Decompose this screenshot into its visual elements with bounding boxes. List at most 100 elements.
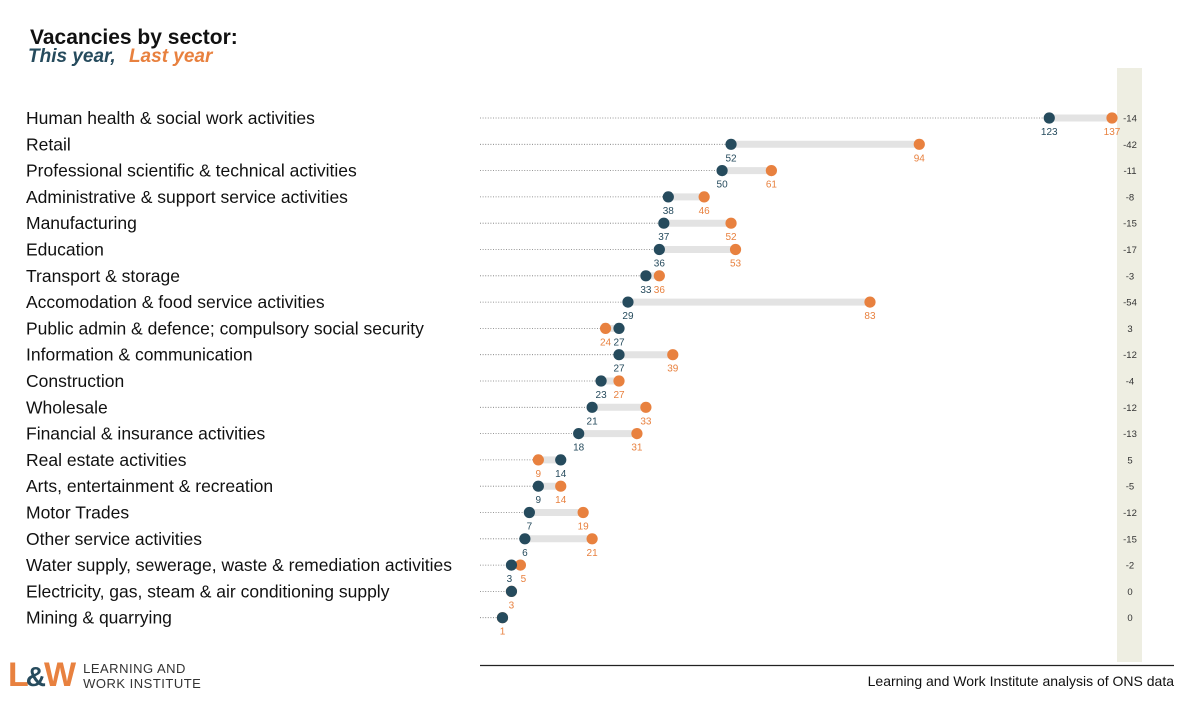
value-label-last-year: 94 xyxy=(914,153,926,164)
value-label-last-year: 14 xyxy=(555,495,567,506)
value-label-last-year: 39 xyxy=(667,364,679,375)
value-label-this-year: 7 xyxy=(527,522,533,533)
category-label: Water supply, sewerage, waste & remediat… xyxy=(26,555,452,575)
dot-this-year xyxy=(613,322,625,334)
difference-label: -3 xyxy=(1126,271,1134,282)
value-label-this-year: 123 xyxy=(1041,127,1058,138)
difference-label: -12 xyxy=(1123,350,1137,361)
difference-label: -12 xyxy=(1123,403,1137,414)
dot-last-year xyxy=(532,454,544,466)
chart-subtitle: This year, Last year xyxy=(28,46,212,68)
value-label-this-year: 50 xyxy=(717,180,729,191)
dot-last-year xyxy=(1106,112,1118,124)
value-label-this-year: 37 xyxy=(658,232,670,243)
value-label-this-year: 29 xyxy=(622,311,634,322)
category-label: Arts, entertainment & recreation xyxy=(26,476,273,496)
legend-this-year: This year, xyxy=(28,46,116,67)
difference-label: -4 xyxy=(1126,377,1134,388)
dot-this-year xyxy=(662,191,674,203)
category-label: Accomodation & food service activities xyxy=(26,292,325,312)
dot-last-year xyxy=(613,375,625,387)
dot-this-year xyxy=(1043,112,1055,124)
value-label-last-year: 9 xyxy=(536,469,542,480)
category-label: Real estate activities xyxy=(26,450,187,470)
difference-label: -13 xyxy=(1123,429,1137,440)
dot-last-year xyxy=(514,559,527,571)
dot-this-year xyxy=(653,243,665,256)
value-label-this-year: 9 xyxy=(536,495,542,506)
dot-last-year xyxy=(667,349,679,361)
dot-last-year xyxy=(555,480,567,492)
dot-last-year xyxy=(725,217,737,229)
value-label-last-year: 5 xyxy=(521,574,527,585)
dot-this-year xyxy=(573,428,585,440)
lw-logo: L&W LEARNING AND WORK INSTITUTE xyxy=(8,658,201,694)
difference-label: -8 xyxy=(1126,192,1134,203)
dot-last-year xyxy=(631,428,643,440)
dot-this-year xyxy=(505,559,518,571)
dot-this-year xyxy=(532,480,544,492)
value-label-this-year: 6 xyxy=(522,548,528,559)
difference-label: 0 xyxy=(1127,613,1132,624)
category-label: Electricity, gas, steam & air conditioni… xyxy=(26,581,390,601)
value-label-this-year: 23 xyxy=(596,390,608,401)
category-label: Administrative & support service activit… xyxy=(26,187,348,207)
dot-last-year xyxy=(599,322,612,334)
category-label: Motor Trades xyxy=(26,503,129,523)
difference-label: -15 xyxy=(1123,219,1137,230)
dot-this-year xyxy=(725,138,737,150)
category-label: Professional scientific & technical acti… xyxy=(26,161,357,181)
dot-last-year xyxy=(653,270,665,282)
category-label: Wholesale xyxy=(26,397,108,417)
value-label-this-year: 52 xyxy=(725,153,737,164)
dot-last-year xyxy=(698,191,710,203)
value-label-this-year: 21 xyxy=(587,416,599,427)
dot-this-year xyxy=(595,375,607,387)
category-label: Manufacturing xyxy=(26,213,137,233)
value-label-this-year: 38 xyxy=(663,206,675,217)
dot-this-year xyxy=(658,217,670,229)
dot-last-year xyxy=(729,243,742,256)
source-note: Learning and Work Institute analysis of … xyxy=(867,673,1174,689)
dot-last-year xyxy=(577,506,589,519)
value-label-last-year: 19 xyxy=(578,522,590,533)
dot-last-year xyxy=(640,401,652,413)
category-label: Mining & quarrying xyxy=(26,608,172,628)
value-label-last-year: 83 xyxy=(864,311,876,322)
difference-band xyxy=(1117,68,1142,662)
category-label: Construction xyxy=(26,371,124,391)
value-label-last-year: 24 xyxy=(600,337,612,348)
category-label: Other service activities xyxy=(26,529,202,549)
dot-this-year xyxy=(716,165,728,177)
dot-this-year xyxy=(622,296,634,308)
dot-last-year xyxy=(765,165,777,177)
dot-last-year xyxy=(913,138,925,150)
value-label-last-year: 53 xyxy=(730,259,742,270)
value-label-last-year: 36 xyxy=(654,285,666,296)
category-label: Human health & social work activities xyxy=(26,108,315,128)
dot-last-year xyxy=(864,296,876,308)
value-label-last-year: 61 xyxy=(766,180,778,191)
difference-label: -17 xyxy=(1123,245,1137,256)
difference-label: -42 xyxy=(1123,140,1137,151)
dot-this-year xyxy=(496,612,509,624)
difference-label: 0 xyxy=(1127,587,1132,598)
difference-label: -54 xyxy=(1123,298,1137,309)
dot-this-year xyxy=(519,533,531,545)
difference-label: 3 xyxy=(1127,324,1132,335)
value-label-last-year: 137 xyxy=(1104,127,1121,138)
value-label-this-year: 3 xyxy=(507,574,513,585)
value-label-last-year: 21 xyxy=(587,548,599,559)
difference-label: 5 xyxy=(1127,455,1132,466)
category-label: Information & communication xyxy=(26,345,253,365)
dot-this-year xyxy=(555,454,567,466)
dot-this-year xyxy=(613,349,625,361)
category-label: Transport & storage xyxy=(26,266,180,286)
value-label-last-year: 1 xyxy=(500,627,506,638)
legend-last-year: Last year xyxy=(128,46,213,67)
category-label: Retail xyxy=(26,134,71,154)
dot-this-year xyxy=(586,401,598,413)
value-label-this-year: 33 xyxy=(640,285,652,296)
value-label-this-year: 14 xyxy=(555,469,567,480)
